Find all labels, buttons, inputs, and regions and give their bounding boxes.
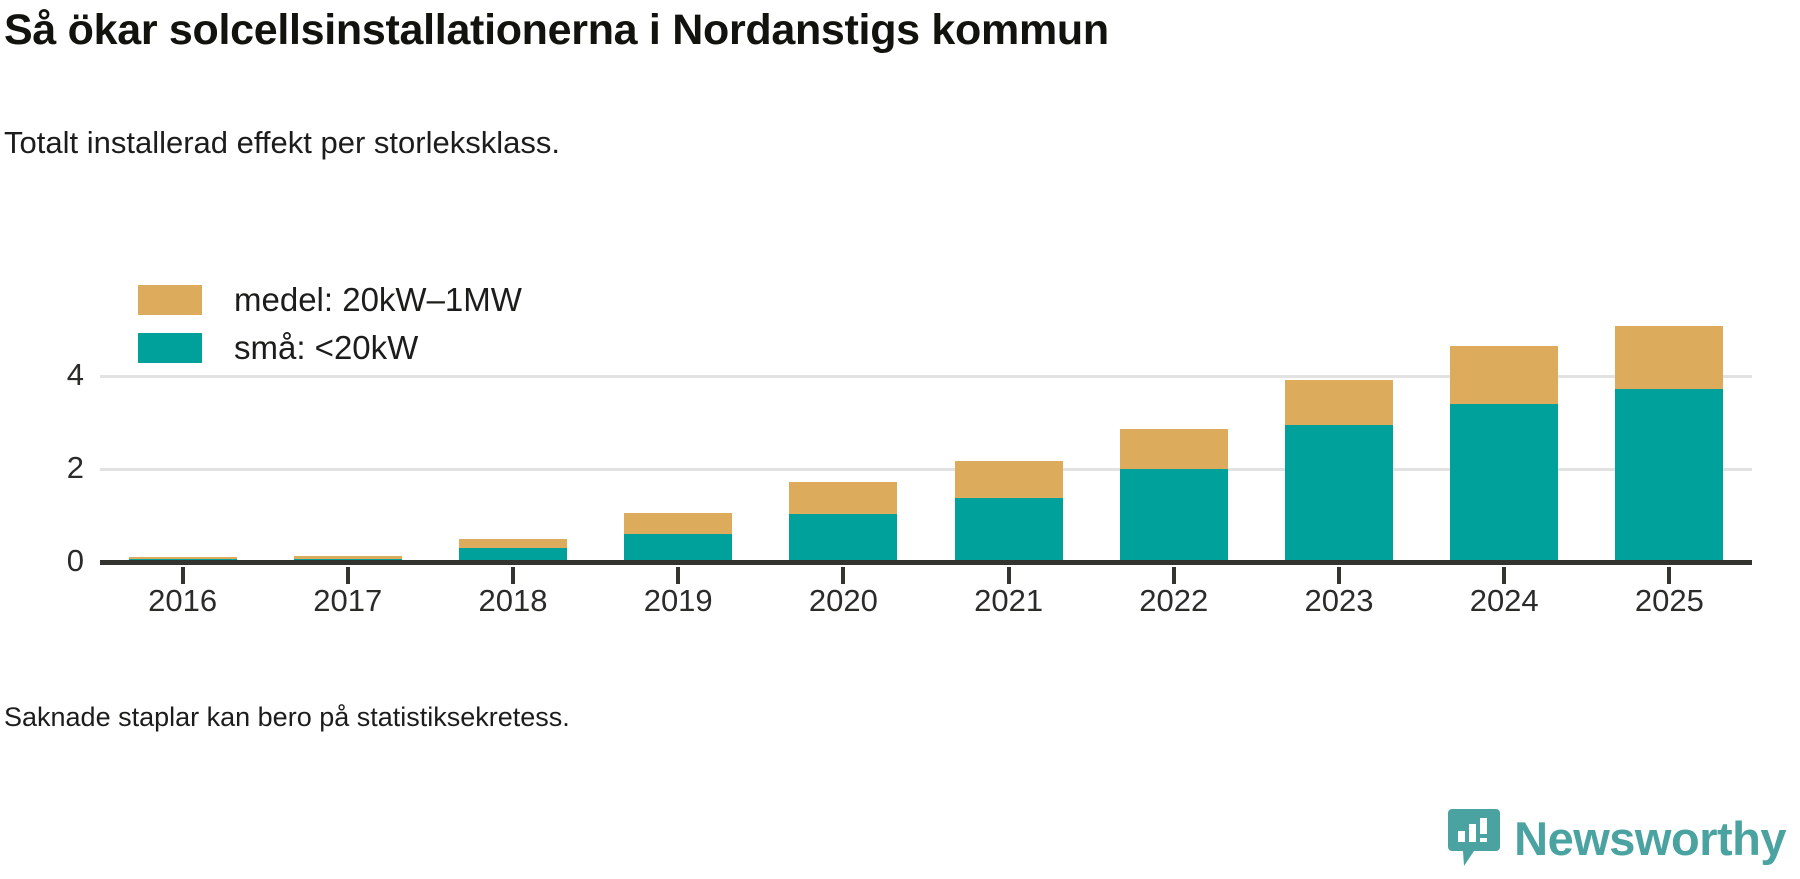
bar-segment-small[interactable] (293, 558, 402, 560)
bar-chart-bubble-icon (1448, 809, 1501, 866)
bar-segment-small[interactable] (789, 514, 898, 560)
y-axis-tick-label: 2 (66, 450, 84, 485)
legend-label-small: små: <20kW (234, 329, 419, 366)
x-axis-tick (676, 567, 681, 584)
x-axis-tick-label: 2021 (974, 583, 1044, 618)
bar-segment-medium[interactable] (1450, 346, 1559, 405)
bar-stack[interactable] (789, 482, 898, 560)
bar-segment-medium[interactable] (789, 482, 898, 515)
bar-segment-medium[interactable] (1119, 428, 1228, 470)
x-axis-tick (180, 567, 185, 584)
bar-stack[interactable] (293, 555, 402, 560)
x-axis-tick (345, 567, 350, 584)
newsworthy-logo[interactable]: Newsworthy (1448, 809, 1786, 867)
x-axis-tick (841, 567, 846, 584)
bar-segment-medium[interactable] (624, 512, 733, 534)
bar-segment-medium[interactable] (128, 557, 237, 560)
bar-segment-small[interactable] (624, 533, 733, 560)
chart-subtitle: Totalt installerad effekt per storlekskl… (4, 125, 560, 160)
x-axis-tick-label: 2017 (313, 583, 383, 618)
x-axis-tick (1502, 567, 1507, 584)
page-title: Så ökar solcellsinstallationerna i Norda… (4, 6, 1109, 54)
bar-segment-small[interactable] (1119, 469, 1228, 560)
bar-stack[interactable] (624, 512, 733, 560)
x-axis-tick-label: 2025 (1634, 583, 1704, 618)
bar-segment-medium[interactable] (954, 460, 1063, 499)
x-axis-tick (1006, 567, 1011, 584)
bar-segment-medium[interactable] (1615, 326, 1724, 389)
y-axis-tick-label: 4 (66, 357, 84, 392)
bar-segment-medium[interactable] (1285, 379, 1393, 426)
legend-item-small[interactable]: små: <20kW (138, 324, 522, 372)
bar-segment-medium[interactable] (293, 555, 402, 559)
bar-stack[interactable] (1450, 346, 1559, 560)
chart-footnote: Saknade staplar kan bero på statistiksek… (4, 702, 570, 732)
x-axis-tick (1337, 567, 1341, 584)
bar-stack[interactable] (128, 557, 237, 560)
x-axis-tick-label: 2019 (643, 583, 713, 618)
bar-segment-small[interactable] (954, 498, 1063, 560)
x-axis-tick-label: 2020 (808, 583, 878, 618)
bar-stack[interactable] (1119, 428, 1228, 560)
legend-item-medium[interactable]: medel: 20kW–1MW (138, 276, 522, 324)
bar-segment-small[interactable] (459, 548, 567, 560)
x-axis-tick-label: 2022 (1139, 583, 1209, 618)
x-axis-tick (1667, 567, 1672, 584)
x-axis-tick-label: 2023 (1304, 583, 1374, 618)
gridline (100, 468, 1752, 471)
bar-segment-small[interactable] (1615, 388, 1724, 560)
legend-swatch-small-icon (138, 333, 202, 363)
bar-stack[interactable] (459, 539, 567, 560)
y-axis-tick-label: 0 (66, 543, 84, 578)
bar-stack[interactable] (1615, 326, 1724, 560)
x-axis-tick (1171, 567, 1176, 584)
logo-text: Newsworthy (1514, 811, 1786, 865)
x-axis-tick-label: 2016 (148, 583, 218, 618)
bar-segment-small[interactable] (128, 559, 237, 560)
x-axis-tick (511, 567, 515, 584)
chart-legend: medel: 20kW–1MW små: <20kW (138, 276, 522, 372)
bar-segment-small[interactable] (1285, 425, 1393, 560)
legend-swatch-medium-icon (138, 285, 202, 315)
bar-segment-medium[interactable] (459, 539, 567, 549)
bar-segment-small[interactable] (1450, 404, 1559, 560)
x-axis-line (100, 560, 1752, 565)
bar-stack[interactable] (954, 460, 1063, 560)
x-axis-tick-label: 2018 (478, 583, 548, 618)
x-axis-tick-label: 2024 (1469, 583, 1539, 618)
legend-label-medium: medel: 20kW–1MW (234, 281, 522, 318)
gridline (100, 375, 1752, 378)
bar-stack[interactable] (1285, 379, 1393, 560)
